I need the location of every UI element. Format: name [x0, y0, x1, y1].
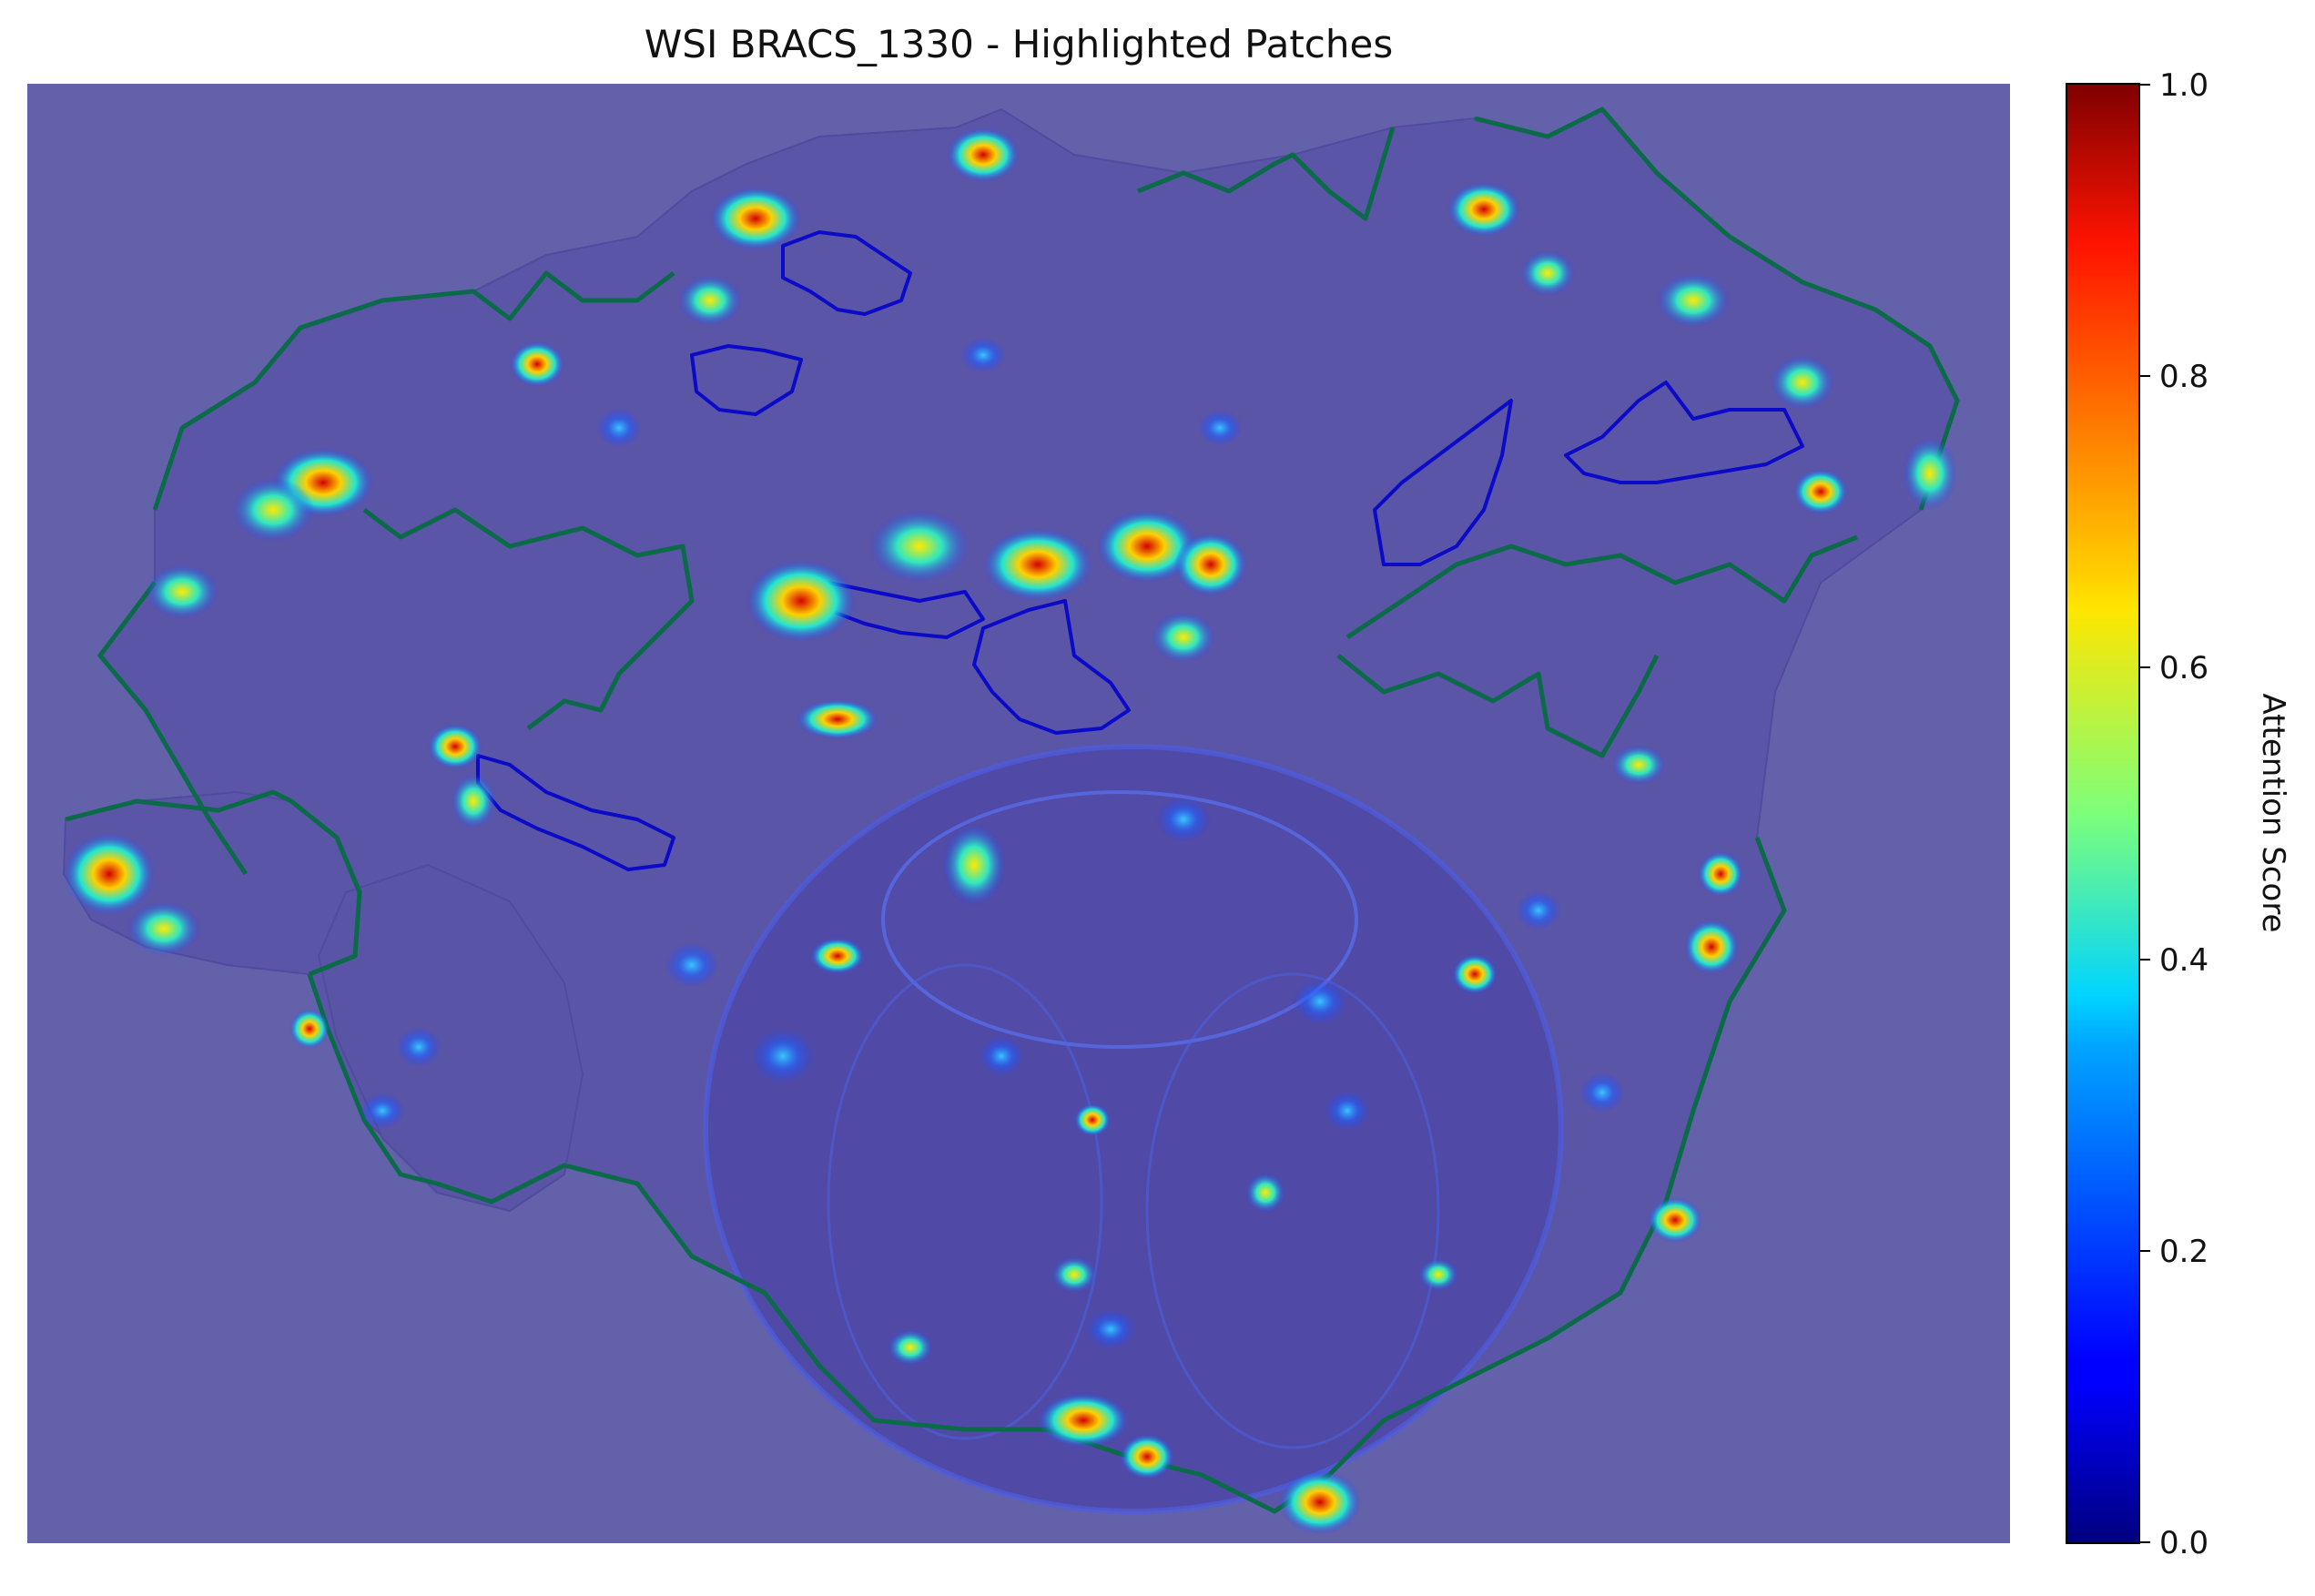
- colorbar-tick-label: 0.4: [2159, 942, 2208, 979]
- colorbar-tick-label: 0.2: [2159, 1234, 2208, 1270]
- wsi-heatmap-image: [27, 84, 2010, 1543]
- colorbar: 0.0 0.2 0.4 0.6 0.8 1.0 Attention Score: [2066, 67, 2291, 1561]
- colorbar-tick-label: 0.6: [2159, 650, 2208, 686]
- colorbar-label: Attention Score: [2255, 694, 2291, 933]
- colorbar-tick-label: 0.0: [2159, 1525, 2208, 1561]
- figure-title: WSI BRACS_1330 - Highlighted Patches: [645, 22, 1394, 66]
- colorbar-tick-label: 1.0: [2159, 67, 2208, 104]
- colorbar-gradient: [2066, 84, 2139, 1543]
- lesion-inner-lobe: [883, 792, 1356, 1047]
- colorbar-ticks: [2139, 85, 2150, 1542]
- colorbar-tick-label: 0.8: [2159, 359, 2208, 395]
